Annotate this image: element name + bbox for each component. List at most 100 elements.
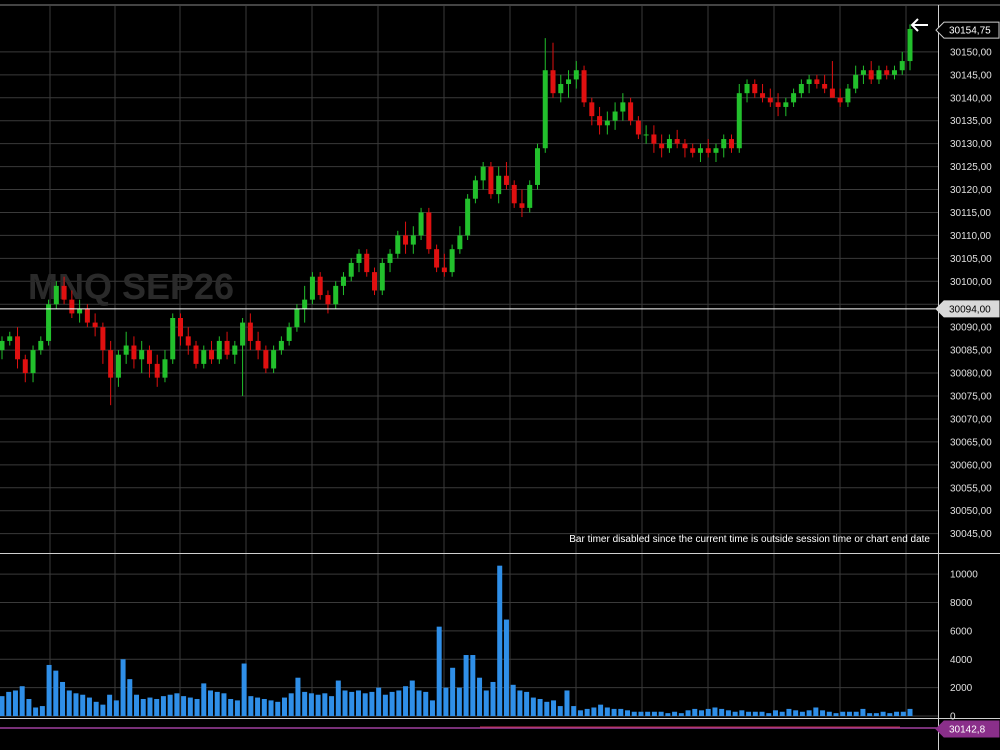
volume-bar (705, 708, 711, 716)
back-arrow-icon[interactable] (910, 18, 928, 32)
volume-bar (625, 710, 631, 716)
candle-body (891, 70, 897, 75)
volume-bar (382, 694, 388, 716)
candle-body (426, 212, 432, 250)
volume-bar (120, 659, 126, 716)
volume-bar (853, 711, 859, 716)
volume-bar (214, 691, 220, 716)
candle-body (77, 308, 83, 314)
price-axis-tick-label: 30050,00 (950, 506, 992, 517)
volume-bar (692, 708, 698, 716)
candle-body (705, 148, 711, 153)
candle-body (736, 93, 742, 149)
candle-body (100, 327, 106, 351)
volume-bar (497, 565, 503, 716)
volume-axis-tick-label: 0 (950, 712, 956, 723)
candle-body (860, 70, 866, 75)
volume-bar (221, 693, 227, 716)
candle-body (604, 120, 610, 126)
volume-bar (255, 697, 261, 716)
candle-body (302, 299, 308, 309)
candle-body (659, 143, 665, 149)
price-axis-tick-label: 30145,00 (950, 70, 992, 81)
volume-axis[interactable]: 10000 8000 6000 4000 2000 0 (950, 570, 978, 723)
candle-body (488, 166, 494, 195)
volume-bar (618, 708, 624, 716)
candle-body (162, 359, 168, 378)
volume-bar (638, 711, 644, 716)
candle-body (480, 166, 486, 181)
candle-body (209, 350, 215, 360)
candle-body (573, 70, 579, 80)
candle-body (418, 212, 424, 236)
candle-body (53, 285, 59, 305)
volume-bar (33, 707, 39, 716)
candle-body (806, 79, 812, 84)
volume-bar (551, 700, 557, 716)
volume-bar (739, 710, 745, 716)
candle-body (511, 184, 517, 204)
volume-bar (712, 707, 718, 716)
price-axis[interactable]: 30150,00 30145,00 30140,00 30135,00 30130,00… (950, 47, 992, 540)
candle-body (527, 184, 533, 208)
candle-body (22, 359, 28, 374)
candle-body (682, 143, 688, 149)
price-axis-tick-label: 30045,00 (950, 529, 992, 540)
volume-bar (409, 680, 415, 716)
volume-bar (443, 687, 449, 716)
volume-bar (463, 655, 469, 716)
volume-bar (772, 710, 778, 716)
volume-bar (322, 693, 328, 716)
volume-bar (873, 713, 879, 716)
price-axis-tick-label: 30100,00 (950, 277, 992, 288)
candle-body (519, 203, 525, 208)
candle-body (84, 308, 90, 323)
volume-bar (833, 713, 839, 716)
volume-bar (867, 713, 873, 716)
candle-body (465, 198, 471, 236)
candle-body (271, 350, 277, 369)
candle-body (899, 61, 905, 71)
volume-bar (53, 670, 59, 716)
volume-bar (900, 711, 906, 716)
volume-bar (355, 690, 361, 716)
candle-body (907, 28, 913, 62)
volume-bar (766, 713, 772, 716)
candle-body (410, 235, 416, 245)
candle-body (612, 111, 618, 121)
candle-body (472, 180, 478, 199)
candle-body (449, 249, 455, 273)
volume-bar (127, 679, 133, 716)
volume-bar (584, 708, 590, 716)
volume-bar (6, 691, 12, 716)
volume-bar (167, 694, 173, 716)
volume-bar (329, 696, 335, 716)
volume-axis-tick-label: 10000 (950, 570, 978, 581)
candle-body (783, 102, 789, 107)
candle-body (232, 345, 238, 355)
panel-separators[interactable] (0, 4, 1000, 750)
volume-bar (73, 693, 79, 716)
candle-body (643, 134, 649, 136)
volume-bar (456, 687, 462, 716)
price-axis-tick-label: 30135,00 (950, 116, 992, 127)
volume-bar (698, 710, 704, 716)
volume-bar (19, 686, 25, 716)
candle-body (635, 120, 641, 135)
price-tags: 30154,75 30094,00 30142,8 (935, 21, 1000, 738)
volume-bar (631, 711, 637, 716)
candle-body (177, 318, 183, 337)
volume-bar (786, 708, 792, 716)
volume-bar (389, 691, 395, 716)
candle-body (729, 139, 735, 149)
volume-bar (887, 713, 893, 716)
volume-bar (46, 664, 52, 716)
volume-bar (315, 694, 321, 716)
candle-body (853, 74, 859, 89)
candle-body (325, 295, 331, 305)
volume-bar (281, 697, 287, 716)
candle-body (61, 285, 67, 300)
volume-bars (0, 565, 913, 716)
candle-body (170, 318, 176, 360)
